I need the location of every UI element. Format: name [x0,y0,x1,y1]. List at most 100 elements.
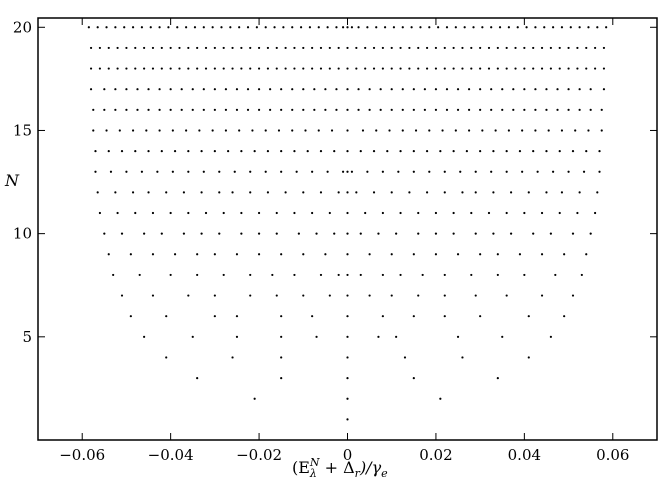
point [545,150,548,153]
point [158,129,161,132]
point [571,150,575,153]
point [580,273,583,277]
point [129,315,132,318]
point [571,232,575,235]
point [388,129,391,132]
point [377,232,380,235]
point [147,108,150,111]
point [165,315,168,318]
point [346,376,349,380]
point [514,67,517,70]
point [319,67,323,70]
point [527,191,530,194]
point [291,108,294,111]
point [231,46,234,50]
point [390,108,393,111]
point [479,253,482,256]
point [315,232,318,235]
point [395,335,398,338]
x-tick-label: 0.02 [419,446,452,464]
point [302,88,305,91]
point [505,150,508,153]
point [452,211,455,215]
point [381,315,384,318]
point [129,253,132,256]
point [246,88,250,91]
point [523,46,526,50]
point [525,26,528,29]
point [330,129,334,132]
point [257,46,261,50]
point [401,129,404,132]
point [92,129,95,132]
point [490,26,493,29]
point [165,356,168,359]
point [507,129,510,132]
point [96,26,99,29]
point [284,46,287,50]
point [456,88,460,91]
point [390,191,393,194]
point [381,211,384,215]
y-tick-label: 20 [13,18,32,36]
point [302,108,305,111]
point [178,67,181,70]
point [123,26,126,29]
point [379,88,382,91]
point [401,88,404,91]
point [136,108,139,111]
point [235,315,239,318]
point [337,273,340,277]
point [275,67,278,70]
point [180,88,183,91]
point [264,170,267,173]
point [105,26,108,29]
point [470,211,473,215]
point [125,88,128,91]
point [346,356,349,359]
point [501,335,504,338]
point [556,88,559,91]
point [218,232,221,235]
point [434,232,438,235]
point [452,67,455,70]
point [425,67,429,70]
point [328,67,331,70]
point [556,108,559,111]
point [521,129,524,132]
point [324,108,327,111]
point [240,150,243,153]
point [317,129,320,132]
point [461,356,464,359]
point [600,108,603,111]
point [138,273,141,277]
x-label-part: e [381,467,388,480]
point [554,273,557,277]
point [335,26,338,29]
point [490,88,493,91]
point [355,46,358,50]
point [549,67,552,70]
point [337,191,340,194]
point [222,211,225,215]
point [171,170,174,173]
point [147,150,150,153]
point [509,232,513,235]
point [350,170,354,173]
point [299,26,303,29]
point [134,67,137,70]
point [487,211,491,215]
point [459,170,462,173]
point [275,294,278,297]
point [235,108,239,111]
point [280,170,283,173]
point [94,170,97,173]
point [266,46,270,50]
point [474,294,477,297]
point [439,150,442,153]
point [359,273,362,277]
point [333,232,336,235]
point [107,46,110,50]
point [412,108,415,111]
